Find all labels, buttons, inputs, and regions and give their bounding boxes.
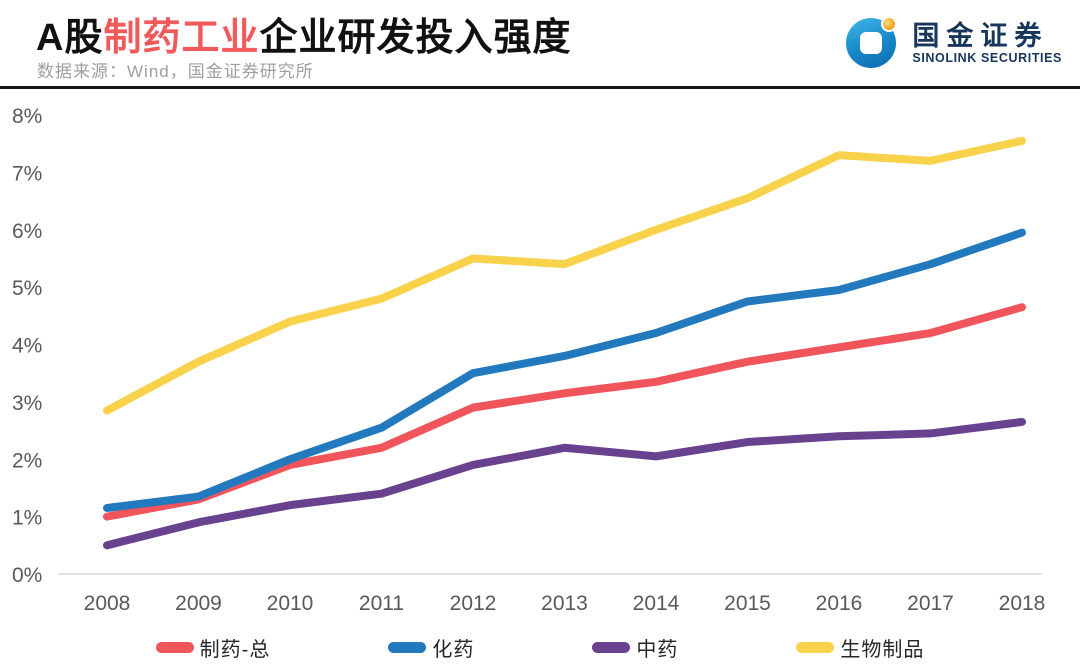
logo-text: 国金证券 SINOLINK SECURITIES [912, 21, 1062, 65]
x-axis-label: 2014 [633, 592, 680, 615]
legend-label: 生物制品 [840, 639, 925, 661]
header-divider [0, 86, 1080, 89]
title-part-accent: 制药工业 [103, 17, 260, 59]
x-axis-label: 2010 [267, 592, 314, 615]
y-axis-label: 3% [12, 392, 42, 415]
legend-marker-icon [155, 642, 194, 653]
logo-name-en: SINOLINK SECURITIES [912, 51, 1062, 65]
x-axis-label: 2011 [359, 592, 404, 615]
legend-label: 中药 [636, 639, 679, 661]
sinolink-logo: 国金证券 SINOLINK SECURITIES [846, 16, 1062, 70]
y-axis-label: 6% [12, 220, 42, 243]
chart-canvas: 0% 1% 2% 3% 4% 5% 6% 7% 8% 2008 2009 2010 2011 2012 20… [12, 105, 1046, 615]
legend-item-3: 生物制品 [796, 633, 924, 662]
legend-item-1: 化药 [388, 633, 474, 662]
series-line-1 [103, 228, 1026, 513]
x-axis-label: 2013 [541, 592, 588, 615]
x-axis-label: 2009 [175, 592, 222, 615]
series-line-3 [103, 136, 1026, 415]
series-line-2 [103, 417, 1026, 550]
title-part-2: 企业研发投入强度 [259, 17, 572, 59]
logo-dot-shape [881, 16, 898, 32]
legend-item-0: 制药-总 [155, 633, 271, 662]
x-axis-label: 2015 [724, 592, 771, 615]
y-axis-label: 5% [12, 277, 42, 300]
header: A股制药工业企业研发投入强度 数据来源：Wind，国金证券研究所 国金证券 SI… [0, 0, 1080, 86]
sinolink-logo-icon [846, 16, 900, 70]
logo-square-shape [860, 32, 883, 54]
legend-item-2: 中药 [592, 633, 678, 662]
y-axis-label: 2% [12, 449, 42, 472]
data-source-note: 数据来源：Wind，国金证券研究所 [37, 62, 314, 81]
series-line-0 [103, 303, 1026, 521]
x-axis-label: 2016 [816, 592, 863, 615]
y-axis-label: 7% [12, 162, 42, 185]
legend-marker-icon [388, 642, 427, 653]
y-axis-label: 0% [12, 564, 42, 587]
x-axis-label: 2018 [999, 592, 1046, 615]
y-axis-label: 4% [12, 335, 42, 358]
logo-name-cn: 国金证券 [912, 21, 1049, 51]
y-axis-label: 8% [12, 105, 42, 128]
legend-label: 化药 [432, 639, 475, 661]
x-axis-label: 2012 [450, 592, 497, 615]
title-part-1: A股 [36, 17, 104, 59]
x-axis-label: 2008 [84, 592, 131, 615]
page-title: A股制药工业企业研发投入强度 [36, 6, 571, 61]
legend-marker-icon [592, 642, 631, 653]
line-chart: 0% 1% 2% 3% 4% 5% 6% 7% 8% 2008 2009 2010 2011 2012 20… [0, 89, 1080, 629]
chart-legend: 制药-总 化药 中药 生物制品 [0, 633, 1080, 662]
y-axis-label: 1% [12, 507, 42, 530]
legend-label: 制药-总 [199, 639, 271, 661]
x-axis-label: 2017 [907, 592, 954, 615]
legend-marker-icon [796, 642, 835, 653]
